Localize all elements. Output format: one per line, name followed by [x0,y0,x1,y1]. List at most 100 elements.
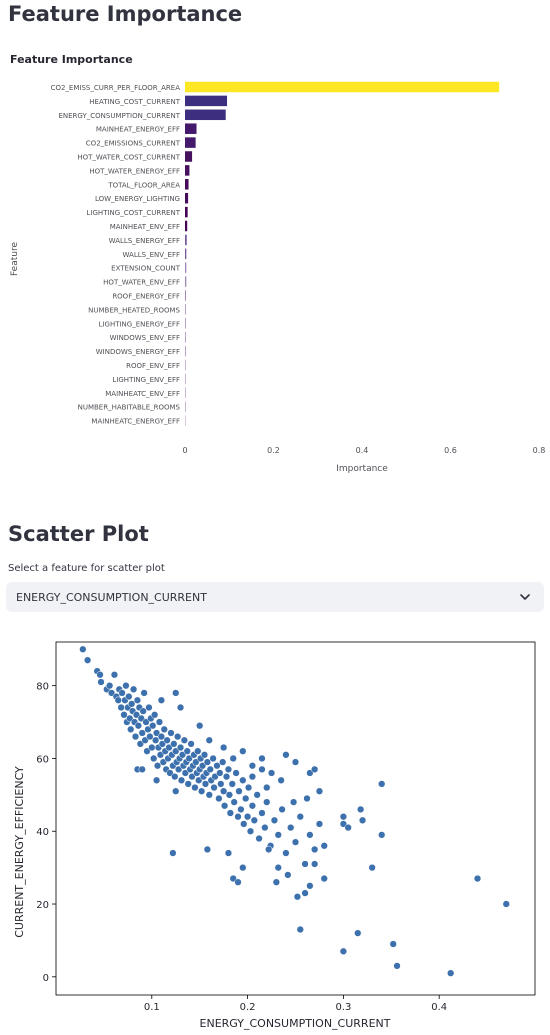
scatter-point [311,860,319,868]
scatter-point [277,776,285,784]
scatter-point [133,696,142,704]
scatter-point [127,725,135,733]
scatter-point [258,809,266,817]
scatter-point [105,682,114,690]
scatter-point [339,947,348,955]
scatter-point [284,871,292,879]
scatter-point [97,678,105,686]
importance-bar [185,387,186,399]
scatter-point [253,791,261,799]
scatter-point [378,780,386,788]
scatter-point [148,743,156,752]
feature-label: LIGHTING_COST_CURRENT [87,209,181,217]
scatter-point [191,783,199,792]
scatter-point [274,863,282,872]
scatter-point [239,776,247,784]
importance-bar [185,262,187,273]
scatter-point [83,656,92,664]
feature-label: TOTAL_FLOOR_AREA [107,181,180,189]
scatter-point [246,827,255,835]
scatter-point [255,834,263,843]
y-tick-label: 80 [36,682,49,693]
scatter-point [146,732,154,741]
importance-bar [185,151,193,162]
x-tick-label: 0.1 [144,1002,160,1013]
scatter-point [291,838,300,846]
scatter-point [224,765,233,774]
scatter-point [122,682,130,690]
scatter-point [145,703,153,712]
scatter-point [213,762,221,770]
scatter-point [296,813,304,821]
scatter-point [282,751,290,759]
scatter-point [170,740,178,748]
y-tick-label: 20 [36,900,49,911]
scatter-point [235,787,243,795]
feature-label: CO2_EMISSIONS_CURRENT [86,140,181,148]
importance-bar [185,318,186,329]
scatter-point [120,711,128,719]
scatter-point [229,754,237,763]
x-tick-label: 0.6 [444,446,457,455]
importance-bar [185,290,186,301]
importance-bar [185,95,228,107]
scatter-y-ticks: 0 20 40 60 80 [36,682,56,984]
scatter-point [224,849,233,857]
scatter-point [110,671,119,679]
scatter-point [265,845,273,854]
importance-bar [185,206,188,218]
scatter-axes [55,641,536,996]
scatter-frame [55,641,536,996]
chevron-down-icon[interactable] [518,590,532,604]
scatter-point [344,823,352,832]
feature-label: WINDOWS_ENERGY_EFF [96,348,180,356]
importance-bar [185,137,196,148]
feature-select[interactable]: ENERGY_CONSUMPTION_CURRENT [6,582,544,612]
scatter-point [220,743,228,752]
x-tick-label: 0.2 [240,1002,256,1013]
scatter-point [206,765,214,774]
scatter-point [287,823,295,832]
scatter-point [201,780,210,788]
importance-bar [185,165,190,176]
scatter-point [205,791,213,799]
scatter-point [272,878,280,886]
scatter-point [306,831,314,839]
scatter-point [243,813,252,821]
scatter-point [315,787,324,795]
feature-label: MAINHEAT_ENERGY_EFF [96,126,180,134]
scatter-point [240,820,248,828]
scatter-point [157,696,166,704]
feature-label: EXTENSION_COUNT [111,265,181,273]
importance-bar [185,331,186,343]
scatter-point [368,863,376,872]
scatter-y-axis-label: CURRENT_ENERGY_EFFICIENCY [13,766,26,938]
importance-bar [185,345,186,357]
scatter-point [180,736,189,744]
scatter-point [502,900,510,908]
scatter-point [153,762,162,770]
scatter-point [239,747,247,755]
scatter-point [220,787,228,795]
scatter-point [270,816,279,824]
scatter-point [219,758,227,766]
scatter-point [378,831,386,839]
scatter-point [114,696,122,704]
scatter-plot-heading: Scatter Plot [8,522,149,546]
importance-bar [185,373,186,385]
feature-label: NUMBER_HEATED_ROOMS [88,306,180,314]
importance-bar [185,234,187,246]
scatter-point [303,794,311,803]
feature-label: MAINHEATC_ENERGY_EFF [91,418,180,426]
feature-label: WALLS_ENV_EFF [123,251,181,259]
scatter-point [177,776,186,784]
scatter-point [315,820,324,828]
scatter-point [172,787,180,795]
scatter-point [184,780,192,788]
feature-importance-bars [185,81,500,426]
scatter-point [234,813,242,821]
feature-select-label: Select a feature for scatter plot [8,563,165,574]
scatter-chart: 0.1 0.2 0.3 0.4 0 20 40 60 80 ENERGY_CONSUMPTIO… [13,641,536,1030]
importance-bar [185,401,186,412]
feature-label: WALLS_ENERGY_EFF [109,237,180,245]
